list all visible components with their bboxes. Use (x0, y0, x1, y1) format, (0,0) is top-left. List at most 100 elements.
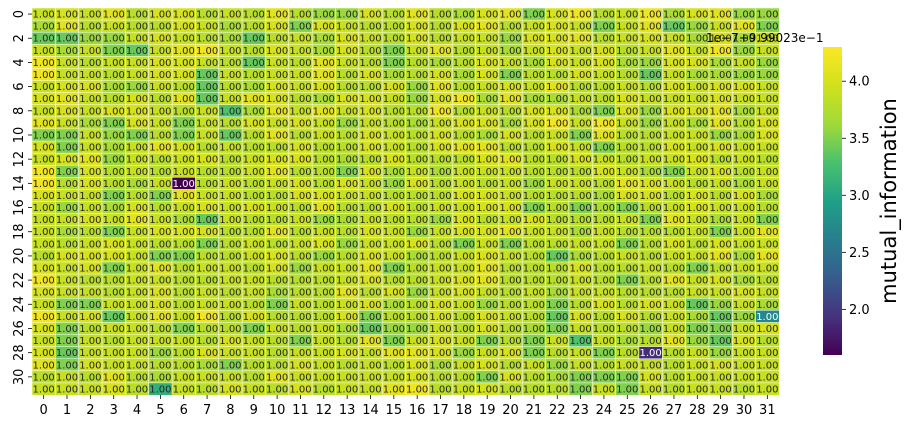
cell-annotation: 1.00 (243, 58, 265, 69)
cell-annotation: 1.00 (499, 82, 521, 93)
cell-annotation: 1.00 (336, 348, 358, 359)
cell-annotation: 1.00 (710, 143, 732, 154)
cell-annotation: 1.00 (313, 239, 335, 250)
cell-annotation: 1.00 (56, 34, 78, 45)
cell-annotation: 1.00 (733, 348, 755, 359)
cell-annotation: 1.00 (383, 34, 405, 45)
cell-annotation: 1.00 (243, 312, 265, 323)
cell-annotation: 1.00 (756, 324, 778, 335)
x-tick-label: 9 (250, 403, 258, 418)
cell-annotation: 1.00 (453, 251, 475, 262)
cell-annotation: 1.00 (266, 10, 288, 21)
cell-annotation: 1.00 (476, 288, 498, 299)
cell-annotation: 1.00 (639, 264, 661, 275)
colorbar-tick-label: 2.0 (849, 303, 870, 318)
cell-annotation: 1.00 (710, 10, 732, 21)
y-tick-label: 30 (12, 369, 27, 386)
cell-annotation: 1.00 (219, 215, 241, 226)
cell-annotation: 1.00 (313, 312, 335, 323)
cell-annotation: 1.00 (33, 94, 55, 105)
cell-annotation: 1.00 (663, 276, 685, 287)
cell-annotation: 1.00 (79, 300, 101, 311)
cell-annotation: 1.00 (663, 372, 685, 383)
cell-annotation: 1.00 (196, 58, 218, 69)
cell-annotation: 1.00 (663, 348, 685, 359)
cell-annotation: 1.00 (313, 203, 335, 214)
cell-annotation: 1.00 (499, 191, 521, 202)
cell-annotation: 1.00 (476, 34, 498, 45)
cell-annotation: 1.00 (313, 22, 335, 33)
cell-annotation: 1.00 (453, 143, 475, 154)
cell-annotation: 1.00 (453, 336, 475, 347)
cell-annotation: 1.00 (639, 300, 661, 311)
cell-annotation: 1.00 (429, 130, 451, 141)
cell-annotation: 1.00 (289, 227, 311, 238)
cell-annotation: 1.00 (663, 203, 685, 214)
cell-annotation: 1.00 (103, 215, 125, 226)
cell-annotation: 1.00 (710, 155, 732, 166)
cell-annotation: 1.00 (79, 384, 101, 395)
cell-annotation: 1.00 (126, 58, 148, 69)
cell-annotation: 1.00 (710, 264, 732, 275)
cell-annotation: 1.00 (686, 22, 708, 33)
cell-annotation: 1.00 (313, 82, 335, 93)
x-tick-label: 7 (203, 403, 211, 418)
cell-annotation: 1.00 (429, 336, 451, 347)
cell-annotation: 1.00 (569, 276, 591, 287)
cell-annotation: 1.00 (499, 227, 521, 238)
cell-annotation: 1.00 (266, 82, 288, 93)
cell-annotation: 1.00 (569, 179, 591, 190)
cell-annotation: 1.00 (56, 130, 78, 141)
cell-annotation: 1.00 (243, 324, 265, 335)
x-tick-label: 10 (269, 403, 286, 418)
cell-annotation: 1.00 (616, 264, 638, 275)
cell-annotation: 1.00 (266, 130, 288, 141)
cell-annotation: 1.00 (733, 276, 755, 287)
cell-annotation: 1.00 (686, 70, 708, 81)
cell-annotation: 1.00 (686, 34, 708, 45)
cell-annotation: 1.00 (429, 300, 451, 311)
cell-annotation: 1.00 (593, 94, 615, 105)
cell-annotation: 1.00 (756, 130, 778, 141)
cell-annotation: 1.00 (359, 348, 381, 359)
cell-annotation: 1.00 (453, 288, 475, 299)
cell-annotation: 1.00 (663, 46, 685, 57)
cell-annotation: 1.00 (523, 372, 545, 383)
cell-annotation: 1.00 (476, 82, 498, 93)
cell-annotation: 1.00 (243, 372, 265, 383)
cell-annotation: 1.00 (733, 130, 755, 141)
y-tick-label: 8 (12, 107, 27, 115)
cell-annotation: 1.00 (359, 46, 381, 57)
cell-annotation: 1.00 (149, 203, 171, 214)
cell-annotation: 1.00 (453, 312, 475, 323)
cell-annotation: 1.00 (639, 118, 661, 129)
cell-annotation: 1.00 (546, 70, 568, 81)
cell-annotation: 1.00 (149, 155, 171, 166)
cell-annotation: 1.00 (79, 348, 101, 359)
cell-annotation: 1.00 (266, 143, 288, 154)
cell-annotation: 1.00 (243, 288, 265, 299)
cell-annotation: 1.00 (499, 336, 521, 347)
cell-annotation: 1.00 (359, 130, 381, 141)
cell-annotation: 1.00 (219, 384, 241, 395)
cell-annotation: 1.00 (710, 34, 732, 45)
cell-annotation: 1.00 (219, 251, 241, 262)
cell-annotation: 1.00 (686, 336, 708, 347)
cell-annotation: 1.00 (710, 372, 732, 383)
cell-annotation: 1.00 (453, 82, 475, 93)
cell-annotation: 1.00 (429, 191, 451, 202)
cell-annotation: 1.00 (336, 22, 358, 33)
cell-annotation: 1.00 (686, 130, 708, 141)
cell-annotation: 1.00 (546, 264, 568, 275)
cell-annotation: 1.00 (33, 58, 55, 69)
cell-annotation: 1.00 (756, 348, 778, 359)
cell-annotation: 1.00 (406, 10, 428, 21)
x-tick-label: 1 (63, 403, 71, 418)
cell-annotation: 1.00 (453, 155, 475, 166)
cell-annotation: 1.00 (126, 312, 148, 323)
cell-annotation: 1.00 (336, 288, 358, 299)
x-tick-label: 13 (339, 403, 356, 418)
cell-annotation: 1.00 (546, 348, 568, 359)
cell-annotation: 1.00 (499, 46, 521, 57)
cell-annotation: 1.00 (219, 324, 241, 335)
